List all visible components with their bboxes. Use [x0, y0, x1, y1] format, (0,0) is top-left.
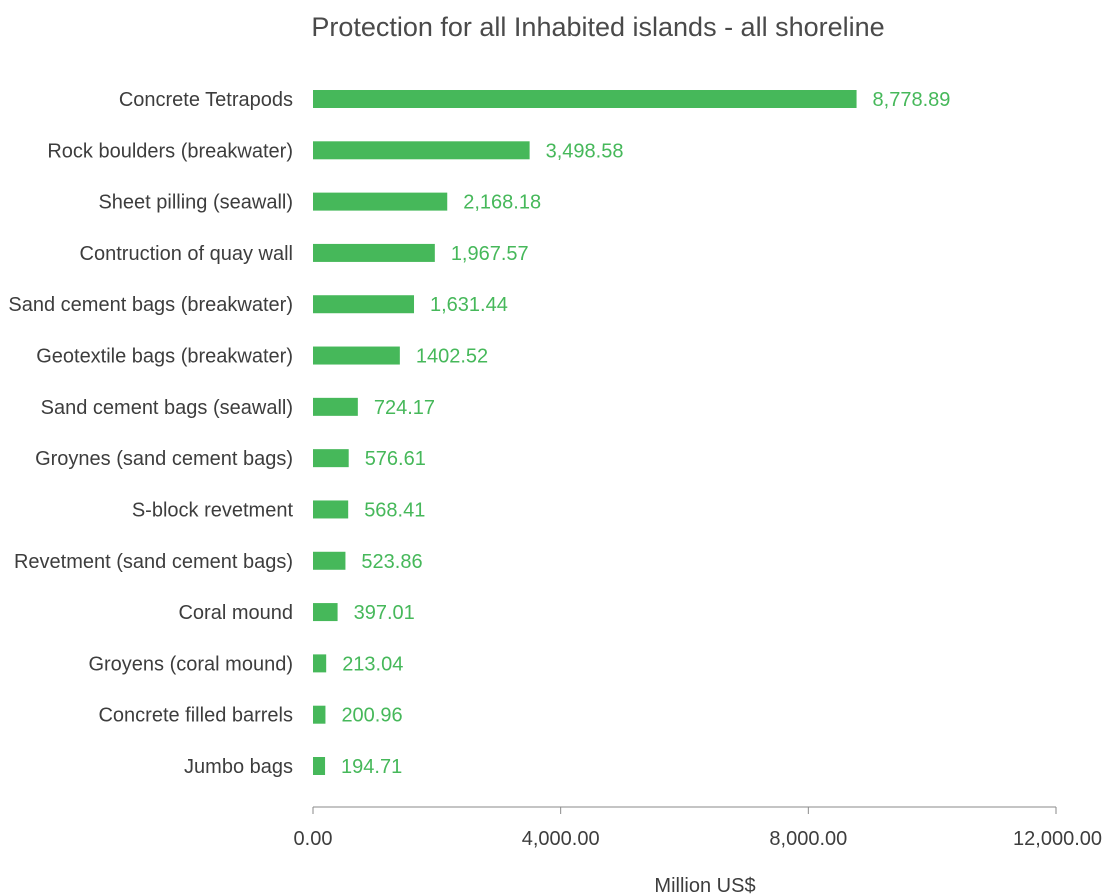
bars-layer: [313, 90, 857, 775]
bar: [313, 295, 415, 314]
category-label: Groynes (sand cement bags): [35, 448, 293, 470]
data-label: 194.71: [341, 756, 402, 778]
x-tick-label: 12,000.00: [1013, 828, 1102, 850]
category-label: Sheet pilling (seawall): [98, 192, 293, 214]
category-label: Sand cement bags (seawall): [41, 397, 293, 419]
x-tick-label: 0.00: [294, 828, 333, 850]
bar: [313, 654, 327, 673]
bar: [313, 346, 400, 365]
data-label: 576.61: [365, 448, 426, 470]
category-label: Jumbo bags: [184, 756, 293, 778]
data-label: 8,778.89: [873, 89, 951, 111]
bar: [313, 705, 326, 724]
bar: [313, 603, 338, 622]
chart-title: Protection for all Inhabited islands - a…: [311, 12, 884, 42]
data-label: 724.17: [374, 397, 435, 419]
x-axis-ticks: 0.00 4,000.00 8,000.00 12,000.00: [294, 807, 1102, 850]
category-label: Revetment (sand cement bags): [14, 551, 293, 573]
category-label: Contruction of quay wall: [80, 243, 293, 265]
category-label: Concrete filled barrels: [98, 705, 293, 727]
data-label: 1,631.44: [430, 294, 508, 316]
bar: [313, 141, 530, 160]
category-label: Coral mound: [178, 602, 293, 624]
bar: [313, 243, 435, 262]
data-label: 568.41: [364, 499, 425, 521]
data-label: 523.86: [361, 551, 422, 573]
category-label: Geotextile bags (breakwater): [36, 346, 293, 368]
category-label: Rock boulders (breakwater): [47, 140, 293, 162]
value-labels: 8,778.89 3,498.58 2,168.18 1,967.57 1,631.44…: [341, 89, 950, 778]
data-label: 397.01: [354, 602, 415, 624]
data-label: 1402.52: [416, 346, 488, 368]
bar: [313, 90, 857, 108]
bar: [313, 757, 326, 775]
data-label: 2,168.18: [463, 192, 541, 214]
x-tick-label: 8,000.00: [769, 828, 847, 850]
bar: [313, 192, 448, 211]
category-label: S-block revetment: [132, 499, 294, 521]
category-label: Groyens (coral mound): [88, 653, 293, 675]
data-label: 213.04: [342, 653, 403, 675]
category-label: Concrete Tetrapods: [119, 89, 293, 111]
bar: [313, 500, 349, 519]
data-label: 3,498.58: [546, 140, 624, 162]
data-label: 1,967.57: [451, 243, 529, 265]
bar: [313, 397, 358, 416]
bar: [313, 449, 349, 468]
x-tick-label: 4,000.00: [522, 828, 600, 850]
category-labels: Concrete Tetrapods Rock boulders (breakwa…: [8, 89, 293, 778]
category-label: Sand cement bags (breakwater): [8, 294, 293, 316]
data-label: 200.96: [341, 705, 402, 727]
bar: [313, 551, 346, 570]
x-axis-title: Million US$: [654, 875, 755, 895]
